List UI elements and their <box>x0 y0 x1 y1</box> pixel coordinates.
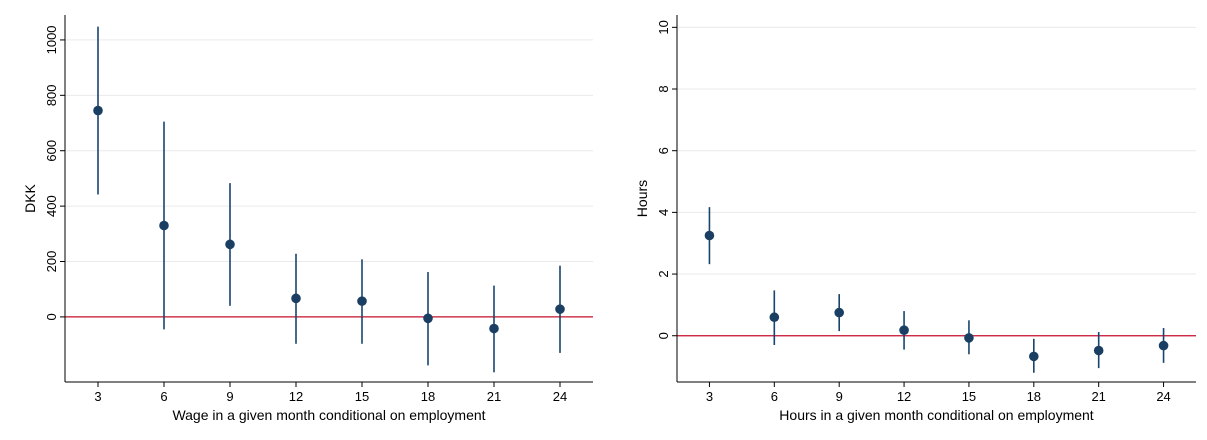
x-tick-label: 15 <box>962 389 976 404</box>
data-point <box>834 307 844 318</box>
data-point <box>704 230 715 241</box>
x-axis-label: Hours in a given month conditional on em… <box>779 407 1094 423</box>
data-point <box>489 323 499 334</box>
x-tick-label: 18 <box>421 389 435 404</box>
data-point <box>225 239 235 250</box>
x-tick-label: 9 <box>836 389 843 404</box>
data-point <box>1158 340 1169 351</box>
data-point <box>1029 351 1039 362</box>
y-tick-label: 0 <box>44 313 59 320</box>
x-tick-label: 18 <box>1027 389 1041 404</box>
x-tick-label: 21 <box>487 389 501 404</box>
x-tick-label: 6 <box>771 389 778 404</box>
y-tick-label: 600 <box>44 140 59 162</box>
y-tick-label: 10 <box>656 20 671 34</box>
y-axis-label: DKK <box>22 183 38 212</box>
data-point <box>964 333 974 343</box>
y-tick-label: 1000 <box>44 25 59 54</box>
data-point <box>423 313 433 324</box>
x-tick-label: 9 <box>226 389 233 404</box>
x-tick-label: 3 <box>706 389 713 404</box>
y-tick-label: 6 <box>656 147 671 154</box>
x-tick-label: 12 <box>289 389 303 404</box>
y-tick-label: 200 <box>44 251 59 273</box>
data-point <box>1093 345 1104 356</box>
data-point <box>291 293 301 304</box>
chart-panel-1: 0 200 400 600 800 1000 3 6 9 12 15 18 21 24 Wage in a … <box>22 15 593 423</box>
data-point <box>769 312 780 323</box>
data-point <box>555 304 565 314</box>
y-tick-label: 800 <box>44 84 59 106</box>
x-tick-label: 24 <box>553 389 567 404</box>
y-tick-label: 4 <box>656 209 671 216</box>
data-point <box>93 105 103 116</box>
data-point <box>159 220 169 231</box>
x-tick-label: 3 <box>94 389 101 404</box>
y-axis-label: Hours <box>634 180 650 217</box>
y-tick-label: 2 <box>656 270 671 277</box>
x-tick-label: 21 <box>1091 389 1105 404</box>
data-point <box>899 325 909 335</box>
x-tick-label: 24 <box>1156 389 1170 404</box>
data-point <box>357 296 367 306</box>
x-tick-label: 15 <box>355 389 369 404</box>
x-axis-label: Wage in a given month conditional on emp… <box>172 407 485 423</box>
y-tick-label: 0 <box>656 332 671 339</box>
y-tick-label: 400 <box>44 195 59 217</box>
x-tick-label: 12 <box>897 389 911 404</box>
x-tick-label: 6 <box>160 389 167 404</box>
y-tick-label: 8 <box>656 85 671 92</box>
